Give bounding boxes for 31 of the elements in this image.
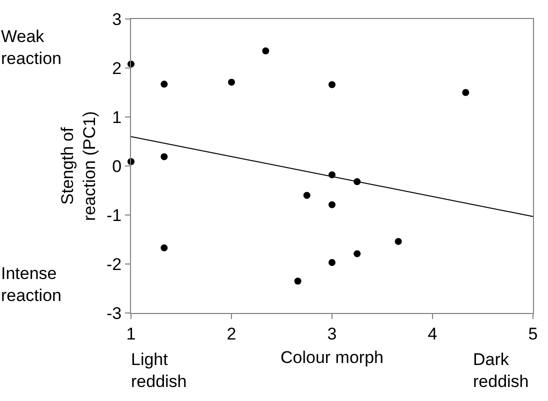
x-tick-label: 1 xyxy=(126,324,136,344)
x-tick-label: 2 xyxy=(226,324,236,344)
x-tick-label: 4 xyxy=(428,324,438,344)
y-axis-title: Stength of reaction (PC1) xyxy=(58,111,100,221)
point xyxy=(394,238,402,245)
text: Dark reddish xyxy=(473,350,529,392)
y-tick-label: -2 xyxy=(106,254,122,274)
text: Intense reaction xyxy=(1,264,62,306)
y-tick-label: -1 xyxy=(106,206,122,225)
point xyxy=(328,259,336,266)
point xyxy=(160,153,168,160)
text: Weak reaction xyxy=(1,27,62,68)
y-tick-label: 0 xyxy=(112,156,122,176)
point xyxy=(354,250,361,258)
point xyxy=(160,244,168,252)
point xyxy=(262,47,270,54)
x-tick-label: 5 xyxy=(528,324,538,344)
y-tick-label: -3 xyxy=(106,304,122,323)
x-tick-label: 3 xyxy=(327,324,337,344)
point xyxy=(462,89,470,96)
point xyxy=(228,78,235,86)
point xyxy=(303,192,310,199)
point xyxy=(160,80,168,88)
point xyxy=(328,201,336,208)
y-tick-label: 2 xyxy=(112,58,122,78)
x-axis-title: Colour morph xyxy=(280,348,384,367)
text: Light reddish xyxy=(131,350,187,392)
y-tick-label: 1 xyxy=(112,108,122,127)
y-tick-label: 3 xyxy=(112,10,122,29)
point xyxy=(328,81,336,88)
point xyxy=(294,278,302,285)
